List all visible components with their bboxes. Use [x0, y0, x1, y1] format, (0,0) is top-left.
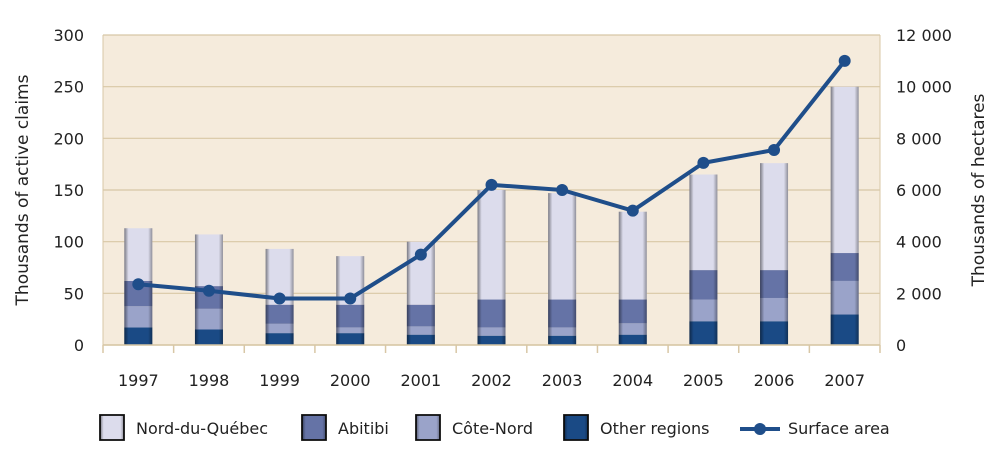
y2-axis-label: Thousands of hectares [969, 93, 989, 287]
bar-shading [618, 211, 647, 345]
y-tick-label: 50 [64, 284, 84, 303]
legend-swatch-shading [564, 415, 588, 440]
surface-area-point [768, 143, 781, 156]
surface-area-point [344, 292, 357, 305]
y2-tick-label: 12 000 [896, 26, 952, 45]
surface-area-point [414, 248, 427, 261]
surface-area-point [485, 178, 498, 191]
x-tick-label: 2006 [754, 371, 795, 390]
bar-shading [548, 193, 577, 345]
y-tick-label: 200 [53, 129, 84, 148]
legend-swatch-shading [100, 415, 124, 440]
surface-area-point [697, 156, 710, 169]
y2-tick-label: 2 000 [896, 284, 942, 303]
legend-label: Surface area [788, 419, 890, 438]
x-tick-label: 2004 [612, 371, 653, 390]
legend-label: Abitibi [338, 419, 389, 438]
y2-tick-label: 6 000 [896, 181, 942, 200]
x-tick-label: 2007 [824, 371, 865, 390]
x-tick-label: 1997 [118, 371, 159, 390]
legend-swatch-shading [416, 415, 440, 440]
y-tick-label: 100 [53, 233, 84, 252]
bar-shading [830, 86, 859, 346]
legend-swatch-shading [302, 415, 326, 440]
legend: Nord-du-Québec Abitibi Côte-Nord Other regi… [99, 414, 890, 441]
x-tick-label: 2002 [471, 371, 512, 390]
x-tick-label: 2005 [683, 371, 724, 390]
legend-label: Nord-du-Québec [136, 419, 268, 438]
y-axis-label: Thousands of active claims [13, 74, 33, 306]
x-tick-label: 1999 [259, 371, 300, 390]
y-tick-label: 150 [53, 181, 84, 200]
y-tick-label: 0 [74, 336, 84, 355]
surface-area-point [202, 284, 215, 297]
bar-shading [760, 163, 789, 345]
x-tick-label: 1998 [189, 371, 230, 390]
x-tick-label: 2000 [330, 371, 371, 390]
x-tick-label: 2003 [542, 371, 583, 390]
legend-line-marker [754, 423, 766, 435]
y2-tick-label: 10 000 [896, 78, 952, 97]
surface-area-point [556, 184, 569, 196]
surface-area-point [626, 204, 639, 217]
y-tick-label: 250 [53, 78, 84, 97]
surface-area-point [838, 54, 851, 67]
x-tick-label: 2001 [401, 371, 442, 390]
y2-tick-label: 4 000 [896, 233, 942, 252]
bar-shading [689, 174, 718, 345]
y2-tick-label: 8 000 [896, 129, 942, 148]
surface-area-point [273, 292, 286, 305]
legend-label: Côte-Nord [452, 419, 533, 438]
y2-tick-label: 0 [896, 336, 906, 355]
surface-area-point [132, 278, 145, 291]
legend-label: Other regions [600, 419, 709, 438]
bar-shading [477, 190, 506, 345]
y-tick-label: 300 [53, 26, 84, 45]
